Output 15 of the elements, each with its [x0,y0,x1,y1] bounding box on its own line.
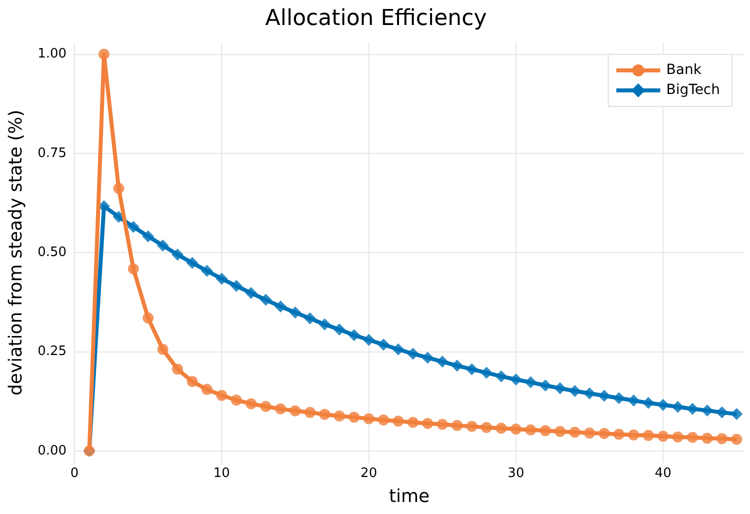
x-tick-label: 0 [70,466,79,481]
y-axis-title: deviation from steady state (%) [5,110,26,396]
legend-label: Bank [666,62,702,78]
x-tick-label: 10 [213,466,230,481]
legend-label: BigTech [666,82,720,98]
x-axis-title: time [388,486,430,507]
x-tick-label: 40 [654,466,672,481]
chart-title: Allocation Efficiency [265,6,487,31]
y-tick-label: 0.50 [38,244,67,260]
y-tick-label: 0.75 [38,146,67,161]
x-tick-label: 30 [508,466,524,481]
x-tick-label: 20 [360,466,378,481]
y-tick-label: 0.25 [38,344,67,360]
y-tick-label: 1.00 [38,46,67,62]
y-tick-label: 0.00 [38,443,67,458]
